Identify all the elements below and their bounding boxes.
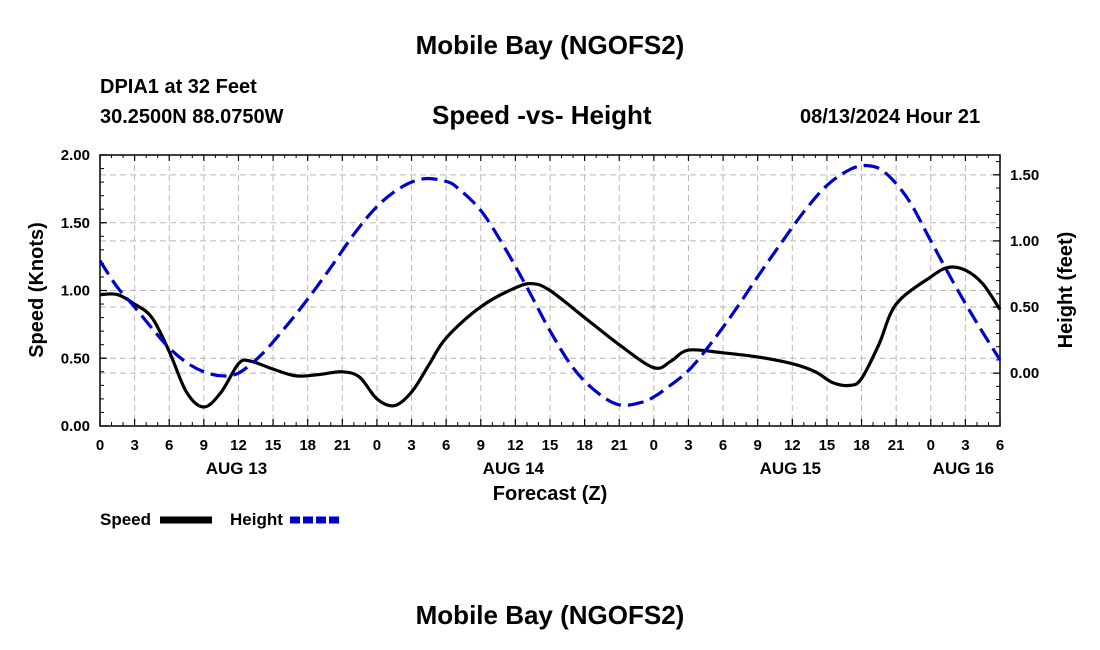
axes: 0 3 6 9 12 15 18 21 0 3 6 9 12 15 18 21 0 3 6 9 12 15 18 21 0 3 6A… — [61, 147, 1039, 478]
footer-title: Mobile Bay (NGOFS2) — [415, 600, 685, 630]
x-tick-label: 0 — [373, 437, 381, 454]
x-tick-label: 12 — [507, 437, 524, 454]
legend-speed-label: Speed — [100, 510, 151, 529]
x-tick-label: 21 — [888, 437, 905, 454]
y-axis-left-label: Speed (Knots) — [26, 222, 48, 358]
x-tick-label: 0 — [650, 437, 658, 454]
y-left-tick-label: 0.50 — [61, 350, 90, 367]
x-tick-label: 12 — [230, 437, 247, 454]
grid — [100, 155, 1000, 426]
series — [98, 163, 1002, 409]
y-right-tick-label: 0.00 — [1010, 365, 1039, 382]
legend: Speed Height — [100, 510, 342, 529]
x-tick-label: 3 — [130, 437, 138, 454]
y-left-tick-label: 1.00 — [61, 283, 90, 300]
x-tick-label: 12 — [784, 437, 801, 454]
x-tick-label: 18 — [576, 437, 593, 454]
y-left-tick-label: 2.00 — [61, 147, 90, 164]
x-tick-label: 6 — [996, 437, 1004, 454]
series-line-speed — [99, 265, 1002, 409]
x-tick-label: 9 — [477, 437, 485, 454]
y-left-tick-label: 0.00 — [61, 418, 90, 435]
x-axis-label: Forecast (Z) — [493, 483, 607, 505]
x-tick-label: 21 — [611, 437, 628, 454]
y-right-tick-label: 1.00 — [1010, 233, 1039, 250]
x-tick-label: 15 — [542, 437, 559, 454]
x-tick-label: 0 — [96, 437, 104, 454]
forecast-datetime: 08/13/2024 Hour 21 — [800, 106, 981, 128]
x-tick-label: 3 — [961, 437, 969, 454]
x-tick-label: 3 — [684, 437, 692, 454]
chart-subtitle: Speed -vs- Height — [432, 100, 652, 130]
y-right-tick-label: 0.50 — [1010, 299, 1039, 316]
legend-height-label: Height — [230, 510, 283, 529]
x-tick-label: 18 — [299, 437, 316, 454]
x-tick-label: 15 — [819, 437, 836, 454]
x-tick-label: 6 — [442, 437, 450, 454]
station-coordinates: 30.2500N 88.0750W — [100, 106, 284, 128]
x-tick-label: 9 — [754, 437, 762, 454]
x-tick-label: 15 — [265, 437, 282, 454]
y-right-tick-label: 1.50 — [1010, 167, 1039, 184]
x-day-label: AUG 14 — [483, 459, 545, 478]
x-tick-label: 18 — [853, 437, 870, 454]
x-tick-label: 3 — [407, 437, 415, 454]
y-axis-right-label: Height (feet) — [1055, 232, 1077, 349]
chart-title: Mobile Bay (NGOFS2) — [415, 30, 685, 60]
y-left-tick-label: 1.50 — [61, 215, 90, 232]
x-tick-label: 9 — [200, 437, 208, 454]
x-tick-label: 6 — [165, 437, 173, 454]
x-day-label: AUG 15 — [760, 459, 821, 478]
x-day-label: AUG 16 — [933, 459, 994, 478]
x-day-label: AUG 13 — [206, 459, 267, 478]
x-tick-label: 6 — [719, 437, 727, 454]
x-tick-label: 0 — [927, 437, 935, 454]
station-label: DPIA1 at 32 Feet — [100, 76, 257, 98]
x-tick-label: 21 — [334, 437, 351, 454]
series-line-height — [98, 163, 1002, 407]
